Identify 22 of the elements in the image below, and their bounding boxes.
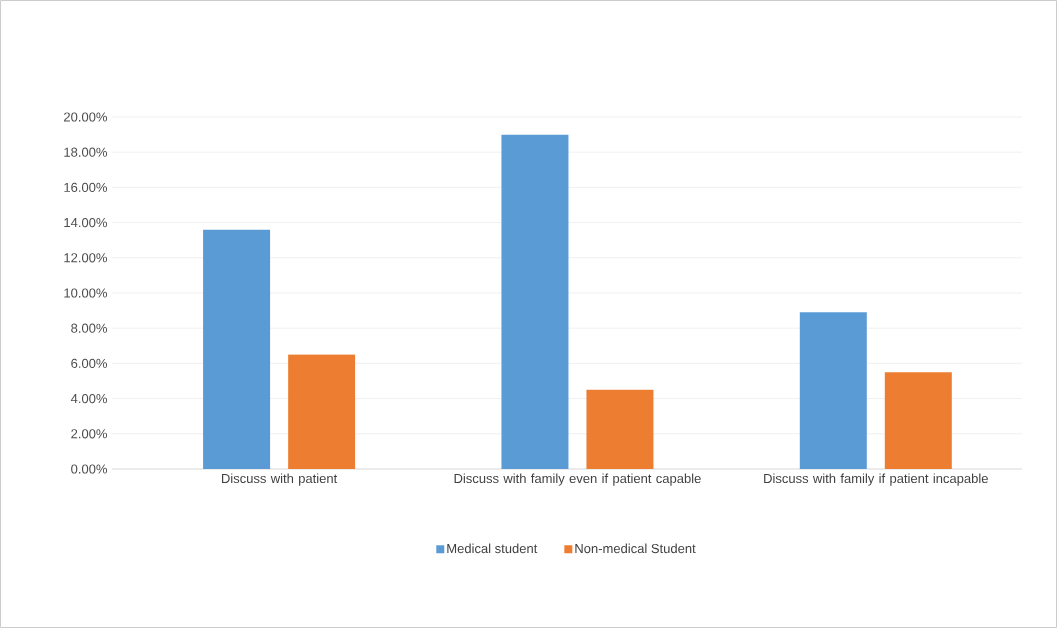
- y-tick-label: 16.00%: [64, 182, 108, 192]
- y-tick-label: 6.00%: [71, 358, 108, 368]
- bar: [288, 354, 356, 469]
- y-tick-label: 0.00%: [71, 464, 108, 474]
- y-tick-label: 2.00%: [71, 429, 108, 439]
- y-tick-label: 10.00%: [64, 288, 108, 298]
- x-tick-label: Discuss with family even if patient capable: [454, 473, 701, 486]
- y-tick-label: 8.00%: [71, 323, 108, 333]
- bar: [501, 134, 569, 469]
- y-tick-label: 20.00%: [64, 112, 108, 122]
- bar: [586, 389, 654, 469]
- bar: [799, 312, 867, 469]
- y-tick-label: 12.00%: [64, 253, 108, 263]
- y-tick-label: 4.00%: [70, 393, 108, 404]
- y-tick-label: 18.00%: [64, 147, 108, 157]
- x-tick-label: Discuss with patient: [222, 473, 338, 486]
- legend-label: Medical student: [447, 543, 538, 554]
- legend-label: Non-medical Student: [575, 543, 696, 554]
- y-tick-label: 14.00%: [64, 217, 108, 228]
- bar: [884, 372, 952, 469]
- bar: [203, 229, 271, 469]
- x-tick-label: Discuss with family if patient incapable: [764, 473, 988, 486]
